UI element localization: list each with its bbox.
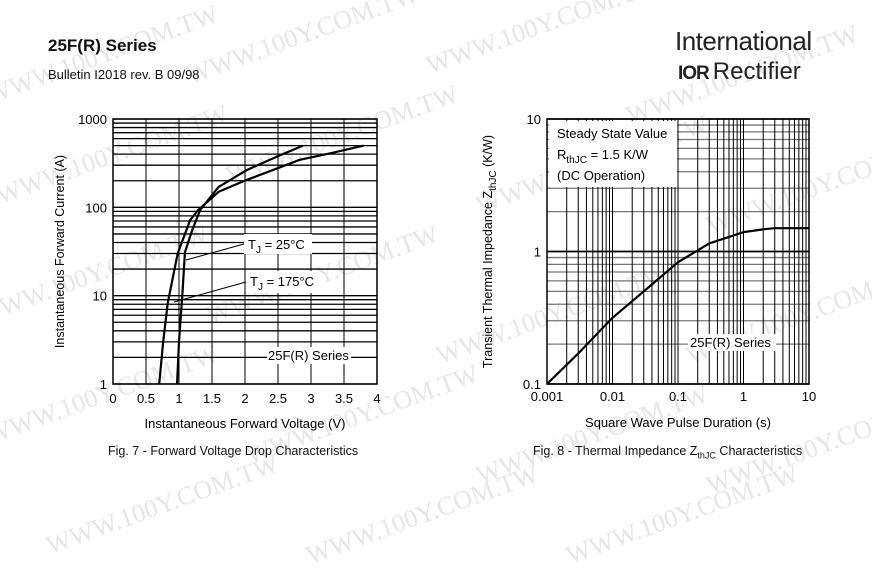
fig7-series-label-25c: TJ = 25°C [248,237,305,256]
fig7-curve-25c [175,144,304,385]
fig7-curve-175c [158,144,365,385]
fig8-caption-sub: thJC [697,450,716,461]
fig7-xtick-label: 3.5 [335,391,353,406]
fig8-caption-main: Fig. 8 - Thermal Impedance Z [533,444,698,458]
fig8-xtick-label: 0.001 [531,389,564,404]
fig7-xtick-label: 1 [175,391,182,406]
fig8-curve [546,227,809,385]
fig8-legend-line2: RthJC = 1.5 K/W [557,147,649,166]
fig7-xtick-label: 4 [373,391,380,406]
fig7-annotation-bg [267,347,351,364]
fig8-ytick-label: 1 [534,245,541,260]
fig8-xtick-label: 1 [740,389,747,404]
logo-international: International [675,26,812,56]
fig7-ytick-label: 1000 [78,112,107,127]
fig8-annotation: 25F(R) Series [690,335,771,350]
logo-ior-rectifier: IOR Rectifier [678,58,801,86]
fig8-legend-line3: (DC Operation) [557,168,645,183]
fig7-xtick-label: 2.5 [269,391,287,406]
fig8-caption: Fig. 8 - Thermal Impedance ZthJC Charact… [533,444,802,461]
fig7-ytick-label: 10 [93,289,107,304]
fig8-plot-frame [546,118,810,385]
fig7-ytick-label: 100 [85,200,107,215]
bulletin-number: Bulletin I2018 rev. B 09/98 [48,67,200,82]
fig7-label-bg [244,234,312,254]
fig8-xlabel: Square Wave Pulse Duration (s) [585,415,771,430]
fig7-xtick-label: 1.5 [203,391,221,406]
ior-logo-mark: IOR [678,63,710,84]
fig8-legend-line1: Steady State Value [557,126,667,141]
fig7-xlabel: Instantaneous Forward Voltage (V) [145,416,346,431]
fig7-xtick-label: 2 [241,391,248,406]
fig7-caption: Fig. 7 - Forward Voltage Drop Characteri… [108,444,359,458]
fig7-plot-frame [112,118,378,385]
fig8-ylabel: Transient Thermal Impedance ZthJC (K/W) [481,135,499,368]
fig8-xtick-label: 0.1 [669,389,687,404]
fig8-annotation-bg [688,334,776,351]
fig7-ytick-label: 1 [100,377,107,392]
fig8-ytick-label: 10 [527,112,541,127]
fig7-label-bg [246,271,320,293]
fig7-annotation: 25F(R) Series [268,348,349,363]
charts-canvas: 0 0.5 1 1.5 2 2.5 3 3.5 4 1 10 100 1000 Instantaneous… [53,112,816,431]
fig7-leader-175c [173,281,247,303]
fig7-ylabel: Instantaneous Forward Current (A) [53,155,67,348]
fig8-caption-rest: Characteristics [715,444,803,458]
fig7-xtick-label: 0.5 [137,391,155,406]
fig7-series-label-175c: TJ = 175°C [250,274,314,293]
fig7-leader-25c [185,243,245,261]
fig8-ytick-label: 0.1 [523,377,541,392]
fig8-xtick-label: 10 [802,389,816,404]
fig7-xtick-label: 3 [307,391,314,406]
fig8-xtick-label: 0.01 [600,389,625,404]
fig7-xtick-label: 0 [109,391,116,406]
fig8-legend-box [549,121,677,187]
logo-rectifier: Rectifier [712,58,801,85]
page-title: 25F(R) Series [48,36,157,55]
